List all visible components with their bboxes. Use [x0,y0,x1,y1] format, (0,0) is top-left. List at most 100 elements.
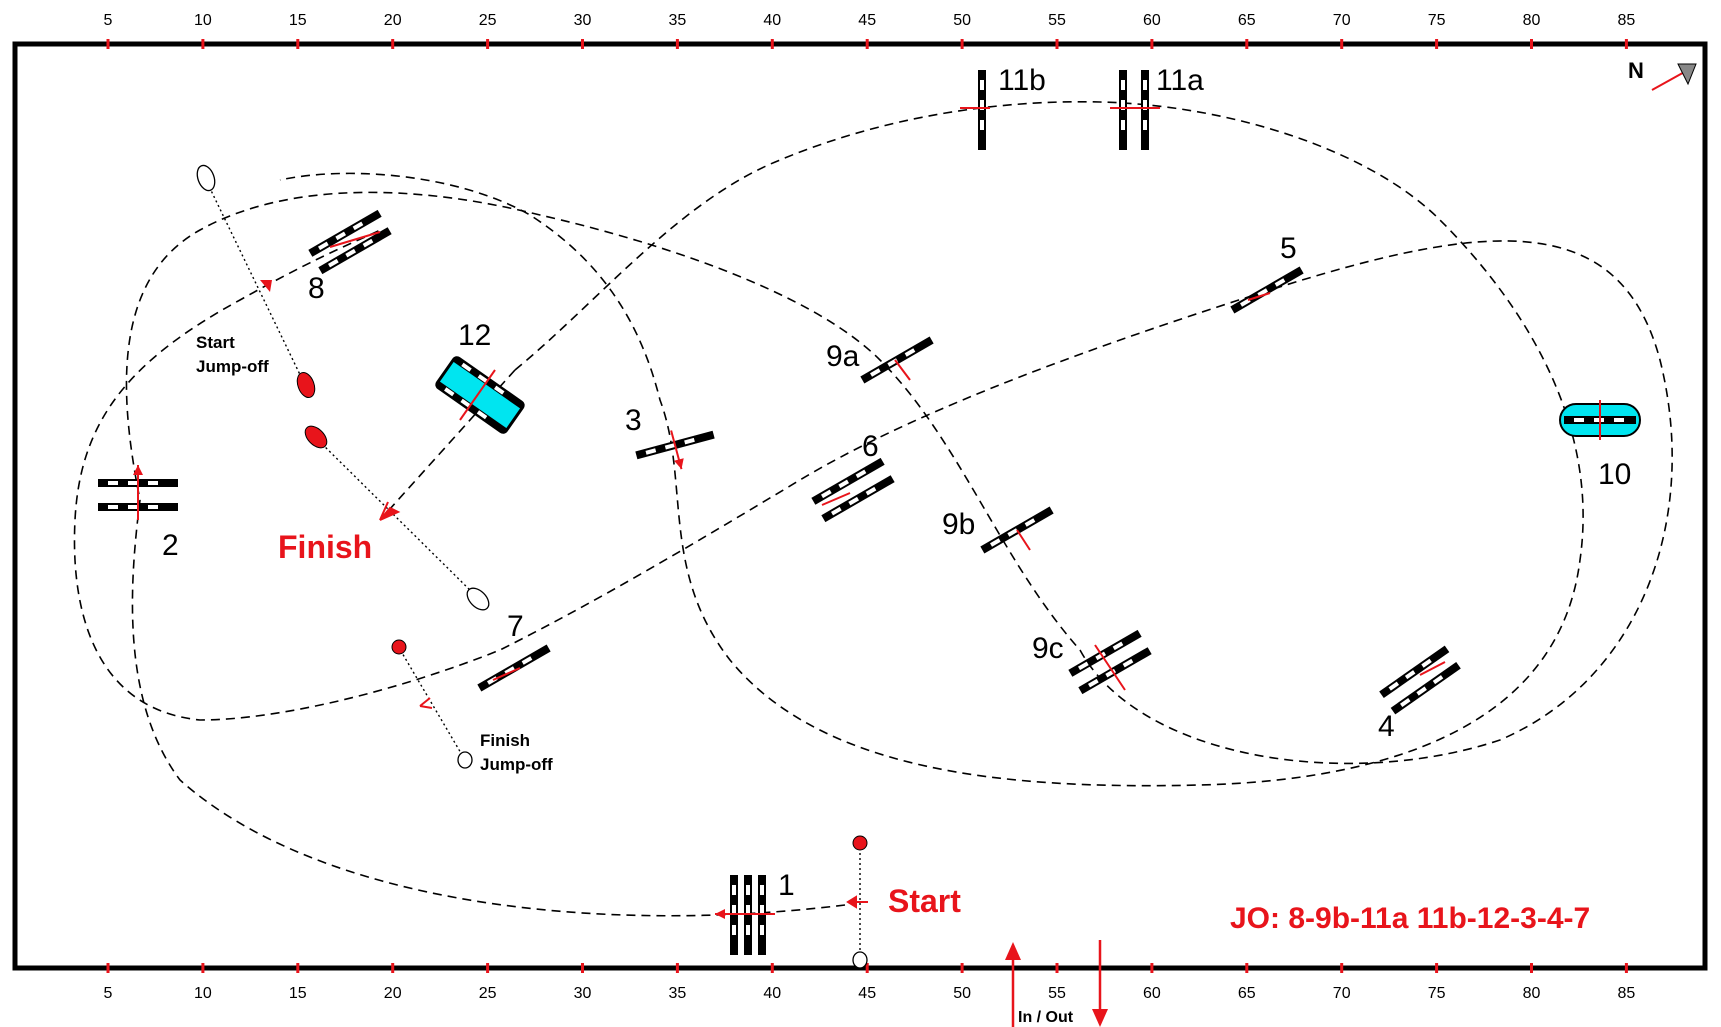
fence-4-arrow [1419,661,1446,676]
scale-bottom-label: 70 [1333,985,1351,1002]
fence-8-arrow [329,231,381,248]
fence-4 [1379,645,1461,715]
finish-label: Finish [278,529,372,565]
in-out-label: In / Out [1018,1009,1074,1026]
fence-5 [1230,266,1304,314]
jumpoff-start-post-white [196,164,216,192]
scale-top-label: 55 [1048,12,1066,29]
scale-top-label: 25 [479,12,497,29]
finish-arrow [379,501,401,521]
scale-top-label: 70 [1333,12,1351,29]
fence-9a-arrow [894,359,911,381]
fence-11a [1110,70,1160,150]
fence-9a [860,336,934,384]
scale-bottom-label: 50 [953,985,971,1002]
scale-bottom-label: 20 [384,985,402,1002]
scale-bottom-label: 45 [858,985,876,1002]
scale-top-label: 45 [858,12,876,29]
fence-1 [715,875,775,955]
scale-bottom: 5 10 15 20 25 30 35 40 45 50 55 60 65 70 75 80 85 [104,963,1636,1002]
scale-top-label: 80 [1523,12,1541,29]
fence-9c-arrow [1094,644,1126,691]
finish-jumpoff-label-1: Finish [480,731,530,750]
finish-post-white [466,587,490,611]
fence-label-7: 7 [507,610,524,643]
route-arrow-8-approach [260,280,272,292]
jump-off-route: JO: 8-9b-11a 11b-12-3-4-7 [1230,902,1590,935]
fence-label-4: 4 [1378,710,1395,743]
fence-6-arrow [821,492,851,506]
fence-label-9a: 9a [826,340,860,373]
arena-border [12,41,1708,971]
scale-bottom-label: 85 [1618,985,1636,1002]
timer-posts [196,164,868,969]
finish-post-red [304,425,328,449]
fence-label-11a: 11a [1156,64,1204,97]
scale-bottom-label: 55 [1048,985,1066,1002]
fence-11b [960,70,990,150]
fence-label-9c: 9c [1032,632,1064,665]
fence-label-12: 12 [458,319,491,352]
jumpoff-finish-post-white [457,751,473,769]
start-arrow [846,895,868,909]
scale-top-label: 10 [194,12,212,29]
fence-6 [811,457,895,523]
scale-bottom-label: 60 [1143,985,1161,1002]
fence-label-1: 1 [778,869,795,902]
fence-12-arrow [459,369,496,421]
scale-top-label: 85 [1618,12,1636,29]
scale-top-label: 20 [384,12,402,29]
scale-top-label: 35 [669,12,687,29]
start-post-white [852,951,868,969]
fence-label-8: 8 [308,272,325,305]
fence-7 [477,644,551,692]
fence-label-5: 5 [1280,232,1297,265]
in-out-arrows [1005,940,1108,1027]
scale-bottom-label: 15 [289,985,307,1002]
jumpoff-start-post-red [296,371,316,399]
fence-3 [635,430,715,470]
fence-2 [98,465,178,520]
scale-top-label: 5 [104,12,113,29]
scale-top-label: 30 [574,12,592,29]
scale-top-label: 65 [1238,12,1256,29]
scale-top-label: 75 [1428,12,1446,29]
fence-9c [1068,629,1152,695]
fence-label-3: 3 [625,404,642,437]
finish-jumpoff-label-2: Jump-off [480,755,553,774]
fence-8 [308,209,392,275]
scale-bottom-label: 5 [104,985,113,1002]
north-arrow-icon [1651,63,1697,91]
scale-bottom-label: 75 [1428,985,1446,1002]
scale-top-label: 50 [953,12,971,29]
start-post-red [852,835,868,851]
scale-top-label: 15 [289,12,307,29]
fence-5-arrow [1247,292,1271,301]
route-arrow-jumpoff-finish [419,697,433,709]
scale-bottom-label: 35 [669,985,687,1002]
scale-bottom-label: 80 [1523,985,1541,1002]
scale-bottom-label: 10 [194,985,212,1002]
fence-label-11b: 11b [998,64,1046,97]
scale-top: 5 10 15 20 25 30 35 40 45 50 55 60 65 70 75 80 85 [104,12,1636,49]
fence-label-2: 2 [162,529,179,562]
fence-10 [1559,400,1641,440]
scale-bottom-label: 65 [1238,985,1256,1002]
fence-label-10: 10 [1598,458,1631,491]
scale-bottom-label: 25 [479,985,497,1002]
scale-top-label: 40 [763,12,781,29]
fence-12 [435,356,525,434]
fence-9b-arrow [1016,529,1031,551]
start-label: Start [888,883,961,919]
scale-bottom-label: 30 [574,985,592,1002]
course-route [73,100,1673,917]
timing-lines [204,177,861,958]
scale-bottom-label: 40 [763,985,781,1002]
scale-top-label: 60 [1143,12,1161,29]
start-jumpoff-label-2: Jump-off [196,357,269,376]
fence-7-arrow [492,667,521,681]
start-jumpoff-label-1: Start [196,333,235,352]
fence-label-9b: 9b [942,508,975,541]
jumpoff-finish-post-red [391,639,407,655]
